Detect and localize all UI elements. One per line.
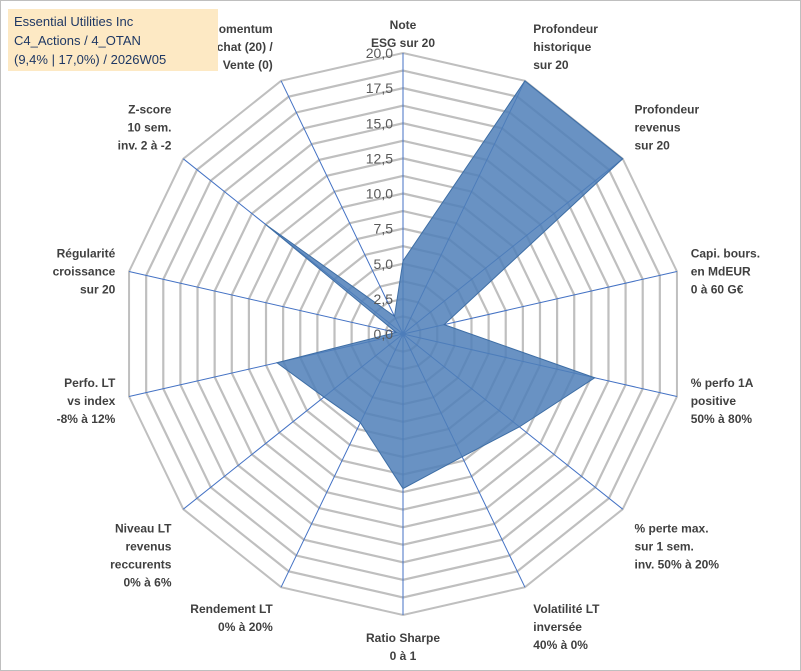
series-layer	[265, 80, 624, 490]
axis-label-line: Niveau LT	[115, 521, 172, 535]
axis-label-line: Rendement LT	[190, 602, 273, 616]
tick-label: 0,0	[374, 326, 394, 342]
axis-label-line: revenus	[635, 121, 681, 135]
axis-label-line: % perfo 1A	[691, 376, 754, 390]
axis-label-line: revenus	[125, 539, 171, 553]
axis-label-line: Vente (0)	[223, 58, 273, 72]
tick-label: 15,0	[366, 115, 393, 131]
chart-title-category: C4_Actions / 4_OTAN	[14, 33, 141, 48]
axis-label-line: % perte max.	[635, 521, 709, 535]
tick-label: 10,0	[366, 186, 393, 202]
axis-label-line: 0% à 6%	[123, 575, 171, 589]
tick-label: 12,5	[366, 150, 393, 166]
axis-label-line: 0 à 60 G€	[691, 282, 744, 296]
axis-label: Rendement LT 0% à 20%	[190, 602, 273, 634]
axis-label: Profondeur historique sur 20	[533, 22, 598, 72]
axis-spoke	[280, 80, 404, 335]
axis-labels: Note ESG sur 20 Profondeur historique sur 20…	[53, 18, 760, 663]
axis-label-line: sur 20	[635, 139, 671, 153]
axis-label: Profondeur revenus sur 20	[635, 103, 700, 153]
axis-label-line: -8% à 12%	[57, 412, 116, 426]
axis-label-line: 0% à 20%	[218, 620, 273, 634]
axis-label-line: 40% à 0%	[533, 638, 588, 652]
axis-label-line: Profondeur	[533, 22, 598, 36]
axis-label-line: Momentum	[209, 22, 273, 36]
axis-label-line: Ratio Sharpe	[366, 631, 440, 645]
axis-label-line: Régularité	[57, 246, 116, 260]
axis-label-line: Note	[390, 18, 417, 32]
axis-label-line: sur 1 sem.	[635, 539, 694, 553]
tick-label: 17,5	[366, 80, 393, 96]
axis-label-line: sur 20	[80, 282, 116, 296]
axis-label-line: Achat (20) /	[208, 40, 273, 54]
axis-label: Ratio Sharpe 0 à 1	[366, 631, 440, 663]
chart-title-box: Essential Utilities Inc C4_Actions / 4_O…	[8, 9, 218, 71]
axis-label-line: vs index	[67, 394, 115, 408]
chart-title-company: Essential Utilities Inc	[14, 14, 134, 29]
axis-label-line: Z-score	[128, 103, 172, 117]
axis-label: Perfo. LT vs index -8% à 12%	[57, 376, 116, 426]
axis-label: % perfo 1A positive 50% à 80%	[691, 376, 754, 426]
axis-label-line: reccurents	[110, 557, 172, 571]
axis-label-line: Profondeur	[635, 103, 700, 117]
radial-tick-labels: 0,0 2,5 5,0 7,5 10,0 12,5 15,0 17,5 20,0	[366, 45, 393, 342]
axis-label-line: en MdEUR	[691, 264, 751, 278]
axis-label-line: positive	[691, 394, 737, 408]
axis-label-line: Perfo. LT	[64, 376, 116, 390]
axis-label-line: 10 sem.	[127, 121, 171, 135]
axis-label-line: sur 20	[533, 58, 569, 72]
axis-label: Note ESG sur 20	[371, 18, 435, 50]
axis-spoke	[128, 270, 404, 335]
chart-title-period: (9,4% | 17,0%) / 2026W05	[14, 52, 167, 67]
axis-label: Z-score 10 sem. inv. 2 à -2	[118, 103, 172, 153]
axis-label-line: historique	[533, 40, 591, 54]
tick-label: 2,5	[374, 291, 394, 307]
axis-label: Niveau LT revenus reccurents 0% à 6%	[110, 521, 172, 589]
axis-label: Régularité croissance sur 20	[53, 246, 116, 296]
tick-label: 20,0	[366, 45, 393, 61]
axis-label: Momentum Achat (20) / Vente (0)	[208, 22, 273, 72]
axis-label: Volatilité LT inversée 40% à 0%	[533, 602, 600, 652]
axis-label-line: inv. 50% à 20%	[635, 557, 720, 571]
axis-label-line: inversée	[533, 620, 582, 634]
axis-label-line: 50% à 80%	[691, 412, 753, 426]
axis-label-line: inv. 2 à -2	[118, 139, 172, 153]
tick-label: 7,5	[374, 221, 394, 237]
axis-label: Capi. bours. en MdEUR 0 à 60 G€	[691, 246, 760, 296]
axis-label: % perte max. sur 1 sem. inv. 50% à 20%	[635, 521, 720, 571]
tick-label: 5,0	[374, 256, 394, 272]
axis-label-line: ESG sur 20	[371, 36, 435, 50]
axis-spoke	[402, 270, 678, 335]
axis-label-line: 0 à 1	[390, 649, 417, 663]
axis-label-line: Volatilité LT	[533, 602, 600, 616]
axis-label-line: croissance	[53, 264, 116, 278]
axis-label-line: Capi. bours.	[691, 246, 760, 260]
